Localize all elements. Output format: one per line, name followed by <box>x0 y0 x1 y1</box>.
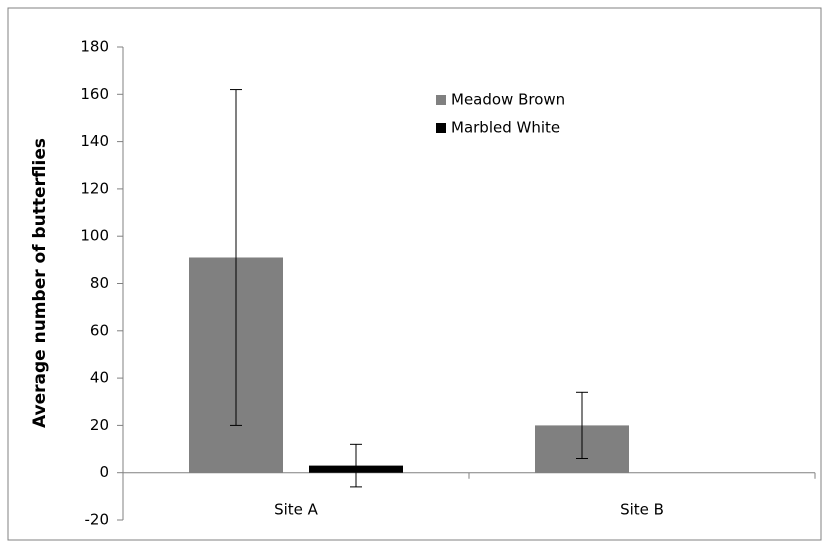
y-tick-label: 40 <box>90 369 109 387</box>
y-tick-label: -20 <box>85 511 110 529</box>
y-tick-label: 80 <box>90 274 109 292</box>
y-tick-label: 0 <box>99 463 109 481</box>
error-bar <box>576 391 588 460</box>
y-tick-label: 100 <box>80 227 109 245</box>
legend-label: Marbled White <box>451 119 560 137</box>
y-axis-label: Average number of butterflies <box>30 138 50 428</box>
legend-label: Meadow Brown <box>451 91 565 109</box>
x-tick-label: Site B <box>620 501 664 519</box>
x-tick-label: Site A <box>274 501 319 519</box>
y-tick-label: 140 <box>80 132 109 150</box>
y-tick-label: 160 <box>80 85 109 103</box>
legend-swatch <box>436 123 446 133</box>
chart-frame <box>7 7 822 541</box>
error-bar <box>230 89 242 426</box>
y-tick-label: 180 <box>80 38 109 56</box>
legend-swatch <box>436 95 446 105</box>
y-tick-label: 60 <box>90 321 109 339</box>
y-tick-label: 20 <box>90 416 109 434</box>
y-tick-label: 120 <box>80 179 109 197</box>
error-bar <box>350 443 362 488</box>
